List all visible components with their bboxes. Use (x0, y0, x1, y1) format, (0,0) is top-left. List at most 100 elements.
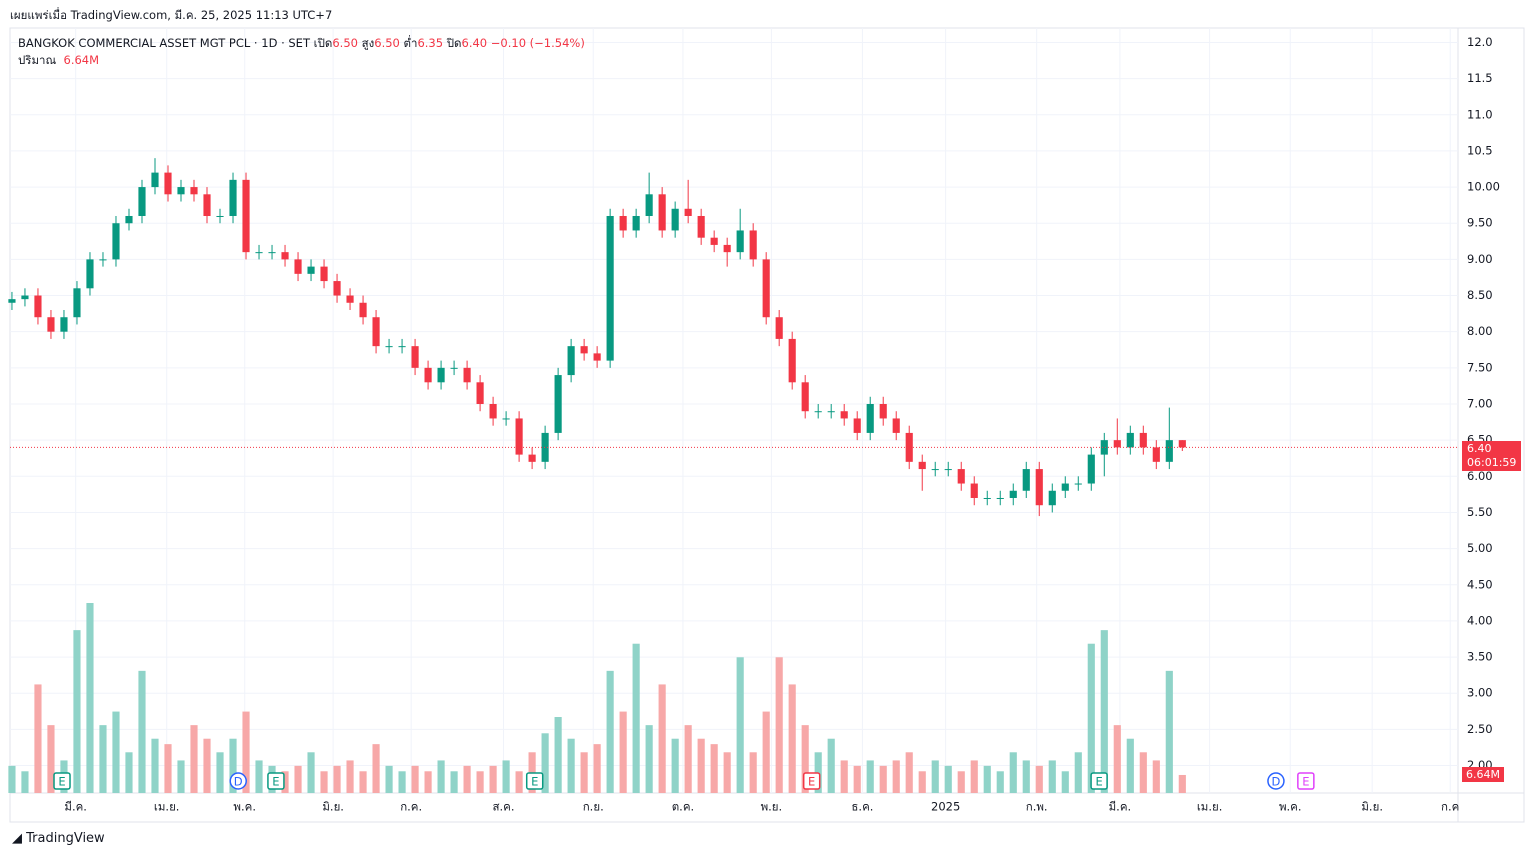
candle-body (1061, 483, 1069, 491)
event-label: D (234, 775, 243, 789)
y-tick-label: 3.50 (1467, 650, 1493, 664)
close: 6.40 (461, 36, 488, 50)
volume-bar (970, 760, 978, 793)
volume-bar (502, 760, 510, 793)
candle-body (216, 215, 224, 217)
volume-bar (450, 771, 458, 793)
candle-body (710, 237, 718, 245)
candle-body (593, 353, 601, 361)
event-label: E (272, 775, 279, 789)
y-tick-label: 6.00 (1467, 469, 1493, 483)
volume-bar (606, 670, 614, 793)
candle-body (138, 187, 146, 216)
x-tick-label: พ.ย. (761, 800, 783, 814)
low-label: ต่ำ (403, 36, 418, 50)
volume-bar (398, 771, 406, 793)
volume-bar (125, 752, 133, 793)
candle-body (229, 179, 237, 216)
volume-bar (554, 717, 562, 793)
candle-body (502, 418, 510, 420)
volume-label: ปริมาณ (18, 53, 57, 67)
candle-body (658, 194, 666, 231)
candle-body (515, 418, 523, 455)
event-marker (802, 772, 821, 790)
candle-body (489, 403, 497, 419)
volume-bar (34, 684, 42, 793)
volume-bar (996, 771, 1004, 793)
x-tick-label: 2025 (931, 800, 960, 814)
volume-bar (1048, 760, 1056, 793)
event-label: E (531, 775, 538, 789)
volume-bar (47, 725, 55, 793)
candle-body (437, 367, 445, 383)
event-marker (1090, 772, 1108, 790)
volume-bar (1126, 738, 1134, 793)
candle-body (242, 179, 250, 253)
symbol: BANGKOK COMMERCIAL ASSET MGT PCL · 1D · … (18, 36, 310, 50)
candle-body (567, 346, 575, 376)
y-tick-label: 5.50 (1467, 505, 1493, 519)
volume-bar (1178, 774, 1186, 793)
candle-body (411, 346, 419, 368)
volume-tag: 6.64M (1462, 767, 1504, 782)
x-tick-label: มี.ค. (1109, 800, 1132, 814)
candle-body (463, 367, 471, 383)
volume-bar (853, 765, 861, 793)
volume-bar (749, 752, 757, 793)
x-tick-label: ก.ค (1441, 800, 1459, 814)
candle-body (359, 302, 367, 318)
volume-bar (1074, 752, 1082, 793)
volume-bar (112, 711, 120, 793)
volume-bar (931, 760, 939, 793)
candle-body (99, 259, 107, 261)
candle-body (1178, 440, 1186, 448)
x-tick-label: เม.ย. (1197, 800, 1223, 814)
volume-bar (164, 744, 172, 793)
candle-body (788, 338, 796, 383)
candle-body (372, 317, 380, 347)
candle-body (749, 230, 757, 260)
volume-bar (1165, 670, 1173, 793)
candle-body (983, 497, 991, 499)
y-tick-label: 10.5 (1467, 143, 1493, 157)
candle-body (827, 411, 835, 413)
volume-bar (697, 738, 705, 793)
volume-bar (567, 738, 575, 793)
event-marker (525, 772, 544, 790)
candle-body (424, 367, 432, 383)
volume-bar (1152, 760, 1160, 793)
candle-body (47, 317, 55, 332)
candle-body (346, 295, 354, 303)
open: 6.50 (332, 36, 358, 50)
candle-body (1074, 483, 1082, 485)
y-tick-label: 7.50 (1467, 360, 1493, 374)
volume-bar (957, 771, 965, 793)
candle-body (151, 172, 159, 188)
candle-body (8, 299, 16, 303)
volume-bar (411, 765, 419, 793)
volume-bar (892, 760, 900, 793)
volume-bar (918, 771, 926, 793)
volume-bar (866, 760, 874, 793)
candle-body (1087, 454, 1095, 484)
volume-bar (840, 760, 848, 793)
volume-bar (593, 744, 601, 793)
candle-body (255, 252, 263, 254)
candle-body (866, 403, 874, 433)
countdown: 06:01:59 (1467, 456, 1517, 469)
candle-body (450, 367, 458, 369)
candle-body (34, 295, 42, 318)
candle-body (697, 215, 705, 238)
volume-bar (619, 711, 627, 793)
x-tick-label: ธ.ค. (851, 800, 873, 814)
candle-body (86, 259, 94, 289)
legend-line: BANGKOK COMMERCIAL ASSET MGT PCL · 1D · … (18, 35, 585, 53)
x-tick-label: ส.ค. (492, 800, 514, 814)
price-tag: 6.40 06:01:59 (1462, 441, 1522, 471)
brand: ◢ TradingView (12, 831, 105, 846)
candle-body (307, 266, 315, 274)
x-tick-label: พ.ค. (1279, 800, 1302, 814)
candle-body (775, 317, 783, 339)
